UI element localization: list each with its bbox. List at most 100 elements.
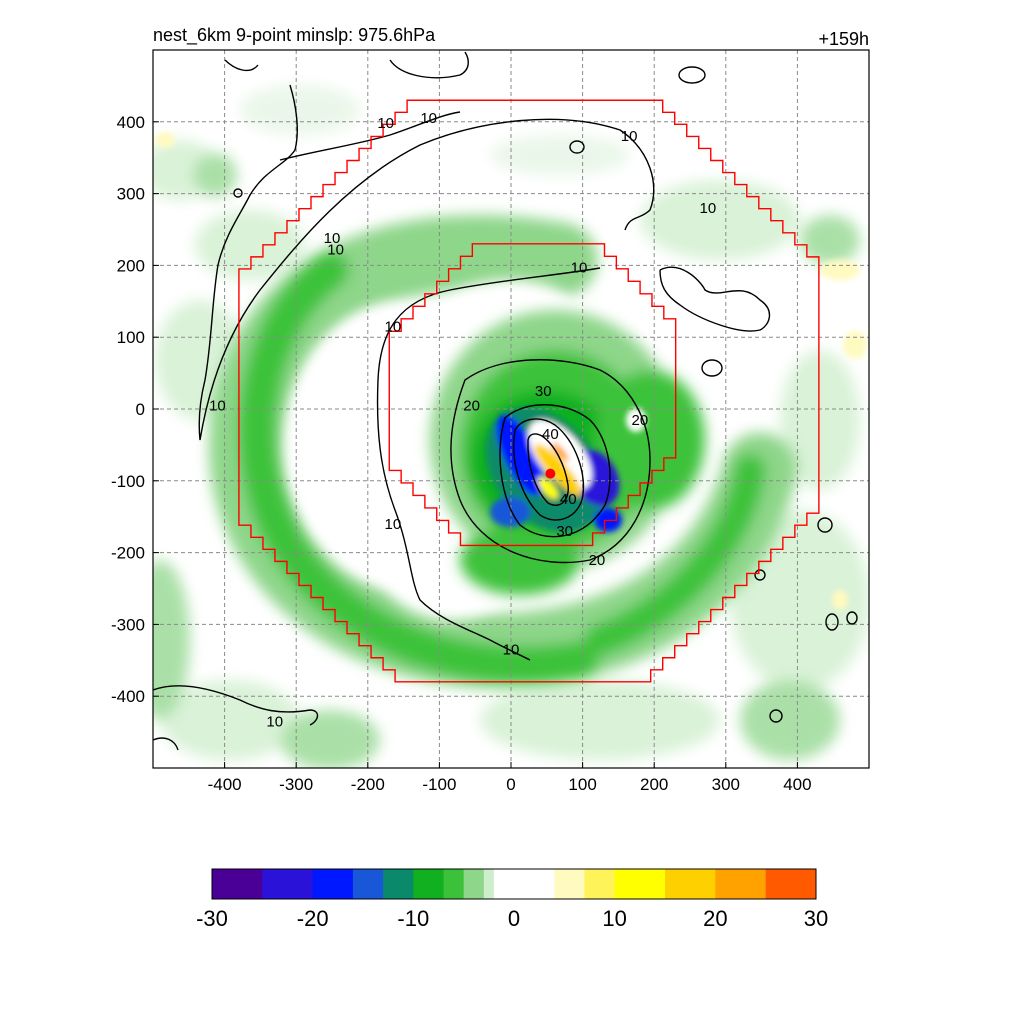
colorbar-bin xyxy=(443,869,454,899)
colorbar-tick-label: 30 xyxy=(804,906,828,931)
colorbar-bin xyxy=(795,869,807,899)
colorbar-bin xyxy=(624,869,636,899)
colorbar-bin xyxy=(342,869,354,899)
contour-10-north-bump xyxy=(389,51,469,79)
colorbar-bin xyxy=(564,869,575,899)
contour-small-8 xyxy=(754,569,766,581)
y-tick-label: -200 xyxy=(111,544,145,563)
colorbar-bin xyxy=(423,869,434,899)
x-tick-label: -400 xyxy=(208,775,242,794)
x-tick-label: 400 xyxy=(783,775,811,794)
colorbar-bin xyxy=(383,869,394,899)
colorbar-bin xyxy=(433,869,444,899)
colorbar-tick-label: 10 xyxy=(602,906,626,931)
contour-label: 10 xyxy=(385,516,402,533)
colorbar-bin xyxy=(614,869,626,899)
inner-nest-boundary xyxy=(388,243,677,547)
colorbar-bin xyxy=(544,869,555,899)
contour-label: 30 xyxy=(556,523,573,540)
colorbar: -30 -20 -10 0 10 20 30 xyxy=(196,868,828,931)
colorbar-bin xyxy=(493,869,505,899)
colorbar-bin xyxy=(292,869,303,899)
contour-10-outer xyxy=(198,84,655,441)
colorbar-bin xyxy=(352,869,364,899)
colorbar-bin xyxy=(634,869,646,899)
y-tick-label: 100 xyxy=(117,328,145,347)
x-tick-label: 0 xyxy=(506,775,515,794)
colorbar-bin xyxy=(574,869,585,899)
contour-label: 10 xyxy=(700,200,717,217)
contour-label: 10 xyxy=(420,110,437,127)
contour-20 xyxy=(450,359,651,564)
colorbar-bin xyxy=(302,869,314,899)
colorbar-bin xyxy=(805,869,817,899)
nest-boundaries xyxy=(238,99,820,683)
x-tick-label: -200 xyxy=(351,775,385,794)
colorbar-bin xyxy=(463,869,475,899)
colorbar-bin xyxy=(644,869,656,899)
colorbar-bin xyxy=(322,869,334,899)
contour-small-1 xyxy=(569,140,585,154)
colorbar-bin xyxy=(775,869,787,899)
colorbar-tick-label: -10 xyxy=(397,906,429,931)
contour-label: 10 xyxy=(621,128,638,145)
contour-label: 20 xyxy=(463,397,480,414)
colorbar-bin xyxy=(252,869,263,899)
y-axis: 400 300 200 100 0 -100 -200 -300 -400 xyxy=(111,113,159,706)
colorbar-bin xyxy=(262,869,273,899)
contour-label: 10 xyxy=(209,397,226,414)
contour-30 xyxy=(499,404,611,538)
x-axis: -400 -300 -200 -100 0 100 200 300 400 xyxy=(208,762,812,794)
y-tick-label: 200 xyxy=(117,256,145,275)
forecast-hour: +159h xyxy=(818,29,869,49)
colorbar-bin xyxy=(534,869,545,899)
colorbar-bin xyxy=(524,869,535,899)
contour-label: 10 xyxy=(327,242,344,259)
colorbar-bin xyxy=(373,869,384,899)
wind-contours xyxy=(153,51,858,751)
contour-label: 40 xyxy=(560,491,577,508)
colorbar-bin xyxy=(453,869,465,899)
contour-10-nw-top xyxy=(224,59,259,72)
colorbar-bin xyxy=(765,869,777,899)
contour-small-3 xyxy=(701,359,723,377)
light-green-field xyxy=(153,85,869,768)
colorbar-bin xyxy=(785,869,797,899)
contour-10-east xyxy=(659,266,771,332)
y-tick-label: 400 xyxy=(117,113,145,132)
colorbar-tick-label: -20 xyxy=(297,906,329,931)
contour-small-4 xyxy=(817,517,833,533)
contour-10-north xyxy=(279,111,461,161)
colorbar-bin xyxy=(735,869,746,899)
colorbar-bin xyxy=(725,869,736,899)
contour-50 xyxy=(527,433,569,506)
colorbar-bin xyxy=(745,869,756,899)
x-tick-label: -300 xyxy=(279,775,313,794)
colorbar-bin xyxy=(584,869,595,899)
x-tick-label: 100 xyxy=(568,775,596,794)
colorbar-bin xyxy=(554,869,565,899)
chart-title: nest_6km 9-point minslp: 975.6hPa xyxy=(153,25,436,46)
colorbar-bin xyxy=(483,869,495,899)
contour-label: 20 xyxy=(589,552,606,569)
contour-label: 10 xyxy=(377,115,394,132)
colorbar-bin xyxy=(393,869,404,899)
contour-label: 10 xyxy=(385,318,402,335)
y-tick-label: 300 xyxy=(117,185,145,204)
y-tick-label: -100 xyxy=(111,472,145,491)
colorbar-bin xyxy=(665,869,676,899)
colorbar-bin xyxy=(514,869,525,899)
colorbar-tick-label: -30 xyxy=(196,906,228,931)
colorbar-bin xyxy=(212,869,223,899)
grid-lines xyxy=(153,50,869,768)
contour-10-sw xyxy=(153,685,319,726)
contour-10-inner xyxy=(376,267,601,661)
x-tick-label: -100 xyxy=(422,775,456,794)
colorbar-bin xyxy=(503,869,515,899)
contour-small-9 xyxy=(233,188,243,198)
contour-label: 10 xyxy=(503,642,520,659)
x-tick-label: 300 xyxy=(712,775,740,794)
colorbar-bin xyxy=(363,869,374,899)
